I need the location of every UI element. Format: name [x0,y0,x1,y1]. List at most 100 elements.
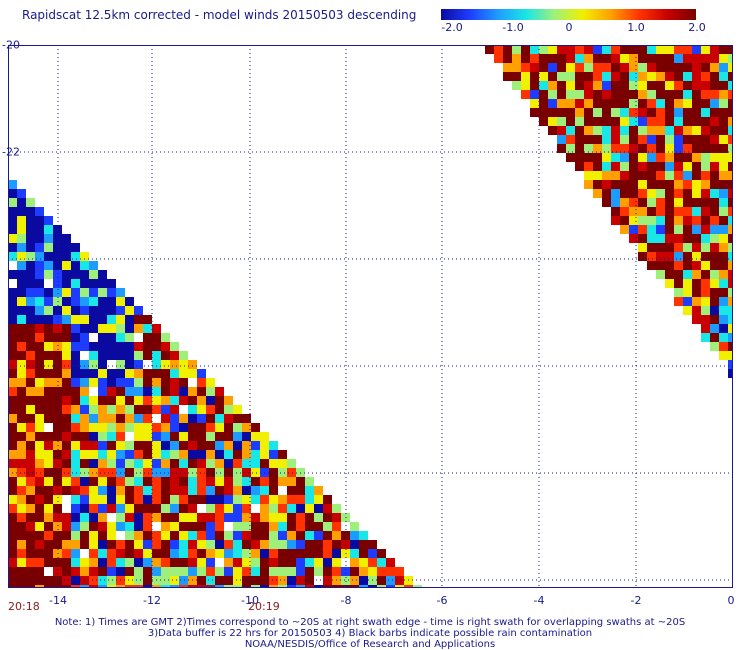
heatmap-cell [98,333,107,342]
heatmap-cell [170,351,179,360]
heatmap-cell [152,405,161,414]
heatmap-cell [152,378,161,387]
heatmap-cell [710,45,719,54]
heatmap-cell [215,468,224,477]
heatmap-cell [161,522,170,531]
heatmap-cell [44,288,53,297]
heatmap-cell [44,270,53,279]
heatmap-cell [17,324,26,333]
heatmap-cell [638,153,647,162]
heatmap-cell [197,405,206,414]
heatmap-cell [611,72,620,81]
heatmap-cell [98,558,107,567]
heatmap-cell [197,441,206,450]
heatmap-cell [683,99,692,108]
heatmap-cell [656,54,665,63]
heatmap-cell [323,585,332,588]
heatmap-cell [8,459,17,468]
heatmap-cell [719,252,728,261]
heatmap-cell [71,495,80,504]
heatmap-cell [170,585,179,588]
heatmap-cell [323,576,332,585]
heatmap-cell [116,378,125,387]
heatmap-cell [98,504,107,513]
heatmap-cell [674,243,683,252]
heatmap-cell [584,153,593,162]
heatmap-cell [575,153,584,162]
heatmap-cell [665,162,674,171]
heatmap-cell [170,486,179,495]
heatmap-cell [8,198,17,207]
heatmap-cell [80,504,89,513]
heatmap-cell [575,144,584,153]
heatmap-cell [728,72,733,81]
heatmap-cell [683,108,692,117]
heatmap-cell [647,45,656,54]
heatmap-cell [80,441,89,450]
heatmap-cell [368,567,377,576]
heatmap-cell [521,90,530,99]
heatmap-cell [269,540,278,549]
heatmap-cell [665,90,674,99]
heatmap-cell [314,513,323,522]
heatmap-cell [332,522,341,531]
heatmap-cell [89,576,98,585]
heatmap-cell [710,144,719,153]
heatmap-cell [197,531,206,540]
heatmap-cell [683,171,692,180]
heatmap-cell [602,198,611,207]
heatmap-cell [575,135,584,144]
heatmap-cell [323,558,332,567]
heatmap-cell [584,72,593,81]
heatmap-cell [17,450,26,459]
heatmap-cell [44,216,53,225]
heatmap-cell [188,531,197,540]
heatmap-cell [26,495,35,504]
heatmap-cell [71,558,80,567]
heatmap-cell [647,180,656,189]
heatmap-cell [89,324,98,333]
heatmap-cell [125,333,134,342]
heatmap-cell [71,531,80,540]
heatmap-cell [719,90,728,99]
heatmap-cell [80,531,89,540]
heatmap-cell [71,252,80,261]
heatmap-cell [71,369,80,378]
heatmap-cell [710,108,719,117]
heatmap-cell [134,558,143,567]
heatmap-cell [206,441,215,450]
heatmap-cell [584,117,593,126]
heatmap-cell [26,342,35,351]
heatmap-cell [593,126,602,135]
heatmap-cell [134,324,143,333]
heatmap-cell [710,297,719,306]
heatmap-cell [287,531,296,540]
heatmap-cell [539,54,548,63]
heatmap-cell [233,459,242,468]
heatmap-cell [62,387,71,396]
heatmap-cell [710,72,719,81]
heatmap-cell [44,441,53,450]
heatmap-cell [26,423,35,432]
heatmap-cell [62,306,71,315]
heatmap-cell [611,54,620,63]
heatmap-cell [8,252,17,261]
heatmap-cell [143,468,152,477]
heatmap-cell [179,351,188,360]
heatmap-cell [215,576,224,585]
heatmap-cell [26,324,35,333]
heatmap-cell [305,540,314,549]
heatmap-cell [647,216,656,225]
heatmap-cell [71,243,80,252]
heatmap-cell [107,405,116,414]
heatmap-cell [269,468,278,477]
heatmap-cell [161,432,170,441]
heatmap-cell [710,270,719,279]
heatmap-cell [134,567,143,576]
heatmap-cell [557,63,566,72]
heatmap-cell [35,540,44,549]
heatmap-cell [260,459,269,468]
heatmap-cell [206,486,215,495]
heatmap-cell [62,378,71,387]
heatmap-cell [62,468,71,477]
